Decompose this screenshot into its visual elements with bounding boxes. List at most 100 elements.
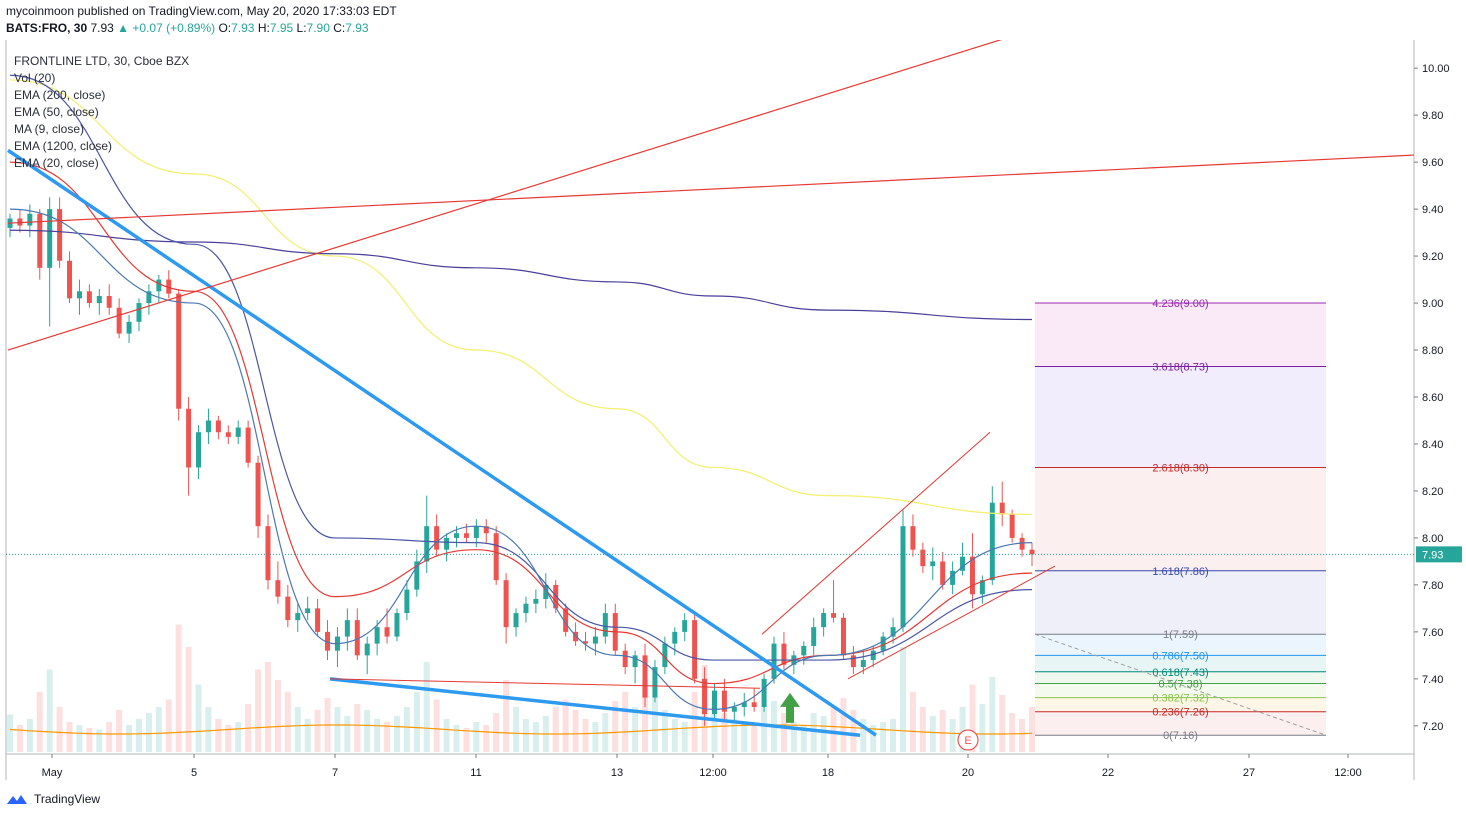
candle-body — [989, 502, 995, 581]
symbol-info: BATS:FRO, 30 7.93 ▲ +0.07 (+0.89%) O:7.9… — [6, 21, 369, 35]
earnings-marker-label: E — [964, 735, 971, 747]
candle-body — [781, 643, 787, 665]
candle-body — [205, 420, 211, 433]
legend-item-ema50[interactable]: EMA (50, close) — [14, 105, 99, 119]
volume-bar — [820, 716, 827, 752]
red-support-line — [329, 678, 761, 689]
candle-body — [215, 420, 221, 433]
volume-bar — [364, 710, 371, 752]
y-tick-label: 8.20 — [1422, 486, 1443, 498]
earnings-marker-icon — [957, 729, 979, 751]
candle-body — [1019, 537, 1025, 550]
candle-body — [573, 631, 579, 642]
y-tick-label: 9.00 — [1422, 298, 1443, 310]
volume-bar — [890, 719, 897, 752]
candle-body — [711, 690, 717, 715]
x-tick-label: 12:00 — [1334, 767, 1362, 779]
volume-bar — [473, 722, 480, 752]
y-tick-label: 8.40 — [1422, 439, 1443, 451]
candle-body — [950, 570, 956, 585]
candle-body — [900, 526, 906, 628]
volume-bar — [572, 710, 579, 752]
candle-body — [543, 584, 549, 599]
volume-bar — [612, 701, 619, 752]
fib-zone — [1035, 467, 1326, 571]
y-tick-label: 7.60 — [1422, 627, 1443, 639]
volume-bar — [255, 669, 262, 752]
volume-bar — [939, 710, 946, 752]
fib-zone — [1035, 711, 1326, 736]
legend-title: FRONTLINE LTD, 30, Cboe BZX — [14, 54, 190, 68]
volume-bar — [165, 699, 172, 752]
price-change: ▲ +0.07 (+0.89%) — [117, 21, 216, 35]
x-tick-label: 11 — [470, 767, 481, 779]
fib-zone — [1035, 303, 1326, 367]
volume-bar — [334, 707, 341, 752]
candle-body — [940, 561, 946, 585]
legend-item-ema20[interactable]: EMA (20, close) — [14, 156, 99, 170]
volume-bar — [106, 722, 113, 752]
candle-body — [602, 613, 608, 637]
falling-wedge-lower-line — [329, 677, 861, 737]
volume-bar — [661, 710, 668, 752]
volume-bar — [681, 722, 688, 752]
candle-body — [652, 667, 658, 698]
candle-body — [275, 580, 281, 597]
volume-bar — [642, 680, 649, 752]
candle-body — [811, 627, 817, 646]
volume-bar — [443, 719, 450, 752]
fib-zone — [1035, 697, 1326, 712]
candle-body — [692, 620, 698, 679]
candle-body — [751, 702, 757, 708]
volume-bar — [671, 719, 678, 752]
volume-bar — [185, 647, 192, 752]
legend-item-volume[interactable]: Vol (20) — [14, 71, 56, 85]
fib-zone — [1035, 366, 1326, 468]
x-tick-label: 20 — [962, 767, 974, 779]
volume-bar — [403, 707, 410, 752]
volume-bar — [195, 684, 202, 752]
volume-bar — [979, 704, 986, 752]
candle-body — [890, 627, 896, 637]
low-label: L: — [296, 21, 307, 35]
price-chart[interactable]: 10.00 9.80 9.60 9.40 9.20 9.00 8.80 8.60 8.40 8.2… — [0, 40, 1466, 790]
candle-body — [295, 613, 301, 621]
candle-body — [463, 533, 469, 538]
volume-bar — [780, 713, 787, 752]
candle-body — [880, 636, 886, 651]
last-price: 7.93 — [90, 21, 114, 35]
footer: TradingView — [6, 792, 100, 806]
volume-bar — [225, 725, 232, 752]
candle-body — [761, 678, 767, 708]
y-tick-label: 9.40 — [1422, 204, 1443, 216]
volume-bar — [384, 722, 391, 752]
volume-bar — [126, 725, 133, 752]
volume-bar — [790, 722, 797, 752]
legend-item-ma9[interactable]: MA (9, close) — [14, 122, 85, 136]
volume-bar — [522, 719, 529, 752]
candle-body — [831, 613, 837, 618]
legend-item-ema200[interactable]: EMA (200, close) — [14, 88, 106, 102]
candle-body — [96, 296, 102, 304]
candle-body — [67, 260, 73, 299]
x-tick-label: 7 — [332, 767, 338, 779]
last-price-label: 7.93 — [1422, 549, 1443, 561]
high-label: H: — [257, 21, 270, 35]
last-price-badge — [1416, 546, 1462, 563]
y-tick-label: 8.60 — [1422, 392, 1443, 404]
candle-body — [434, 526, 440, 550]
x-tick-label: 5 — [191, 767, 197, 779]
ema200-line — [9, 79, 1033, 516]
volume-bar — [1019, 719, 1026, 752]
volume-bar — [949, 719, 956, 752]
open-value: 7.93 — [231, 21, 255, 35]
footer-brand: TradingView — [34, 792, 101, 806]
volume-bar — [205, 707, 212, 752]
volume-bar — [304, 719, 311, 752]
volume-bar — [7, 714, 13, 752]
volume-bar — [423, 662, 430, 752]
y-tick-label: 9.60 — [1422, 157, 1443, 169]
legend-item-ema1200[interactable]: EMA (1200, close) — [14, 139, 113, 153]
indicator-legend: FRONTLINE LTD, 30, Cboe BZX Vol (20) EMA… — [14, 53, 189, 172]
volume-bar — [929, 716, 936, 752]
